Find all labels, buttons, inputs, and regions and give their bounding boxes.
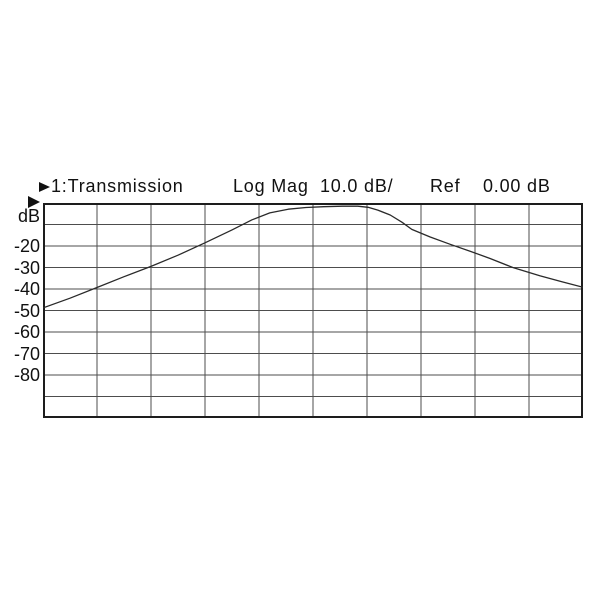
scale-label: 10.0 dB/ xyxy=(320,176,394,196)
y-axis-tick-label: -30 xyxy=(13,257,40,278)
transmission-trace xyxy=(43,205,583,309)
y-axis-tick-label: -80 xyxy=(13,365,40,385)
y-axis-tick-label: -70 xyxy=(13,343,40,364)
ref-value: 0.00 dB xyxy=(483,176,551,196)
trace-header: 1:Transmission Log Mag 10.0 dB/ Ref 0.00… xyxy=(0,0,600,196)
magnitude-plot xyxy=(43,203,583,418)
graticule-border xyxy=(43,203,583,418)
y-axis-tick-label: -40 xyxy=(13,279,40,299)
trace-label: 1:Transmission xyxy=(51,176,184,196)
y-axis-tick-label: -50 xyxy=(13,300,40,321)
y-axis-labels: dB -20 -30 -40 -50 -60 -70 -80 xyxy=(0,0,40,600)
y-axis-tick-label: -60 xyxy=(13,322,40,342)
ref-label: Ref xyxy=(430,176,461,196)
y-axis-unit-label: dB xyxy=(17,206,40,227)
active-channel-marker-icon xyxy=(39,182,50,192)
y-axis-tick-label: -20 xyxy=(13,236,40,256)
ref-level-marker-icon xyxy=(28,196,40,208)
format-label: Log Mag xyxy=(233,176,309,196)
